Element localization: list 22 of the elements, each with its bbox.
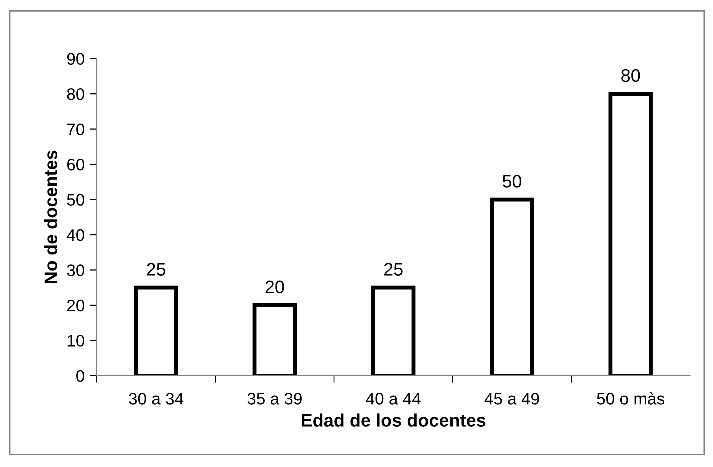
y-axis-title: No de docentes	[44, 150, 58, 284]
y-tick-label: 30	[67, 264, 85, 276]
x-tick-label: 30 a 34	[129, 393, 184, 405]
y-tick-label: 80	[67, 88, 85, 100]
x-tick-label: 45 a 49	[484, 393, 540, 405]
data-label: 80	[622, 69, 640, 82]
y-tick-label: 90	[67, 53, 85, 66]
y-tick-label: 60	[67, 158, 85, 171]
x-axis-title: Edad de los docentes	[302, 414, 486, 427]
y-tick-label: 20	[67, 300, 85, 312]
data-label: 50	[502, 175, 522, 188]
x-tick-label: 40 a 44	[366, 393, 421, 405]
data-label: 25	[384, 263, 403, 276]
y-tick-label: 50	[67, 194, 85, 206]
y-tick-label: 10	[68, 335, 85, 347]
x-tick-label: 35 a 39	[248, 393, 302, 405]
data-label: 25	[147, 263, 166, 276]
data-label: 20	[266, 280, 284, 294]
y-tick-label: 40	[67, 229, 85, 242]
y-tick-label: 0	[76, 370, 85, 382]
x-tick-label: 50 o màs	[597, 392, 665, 405]
y-tick-label: 70	[67, 124, 85, 136]
